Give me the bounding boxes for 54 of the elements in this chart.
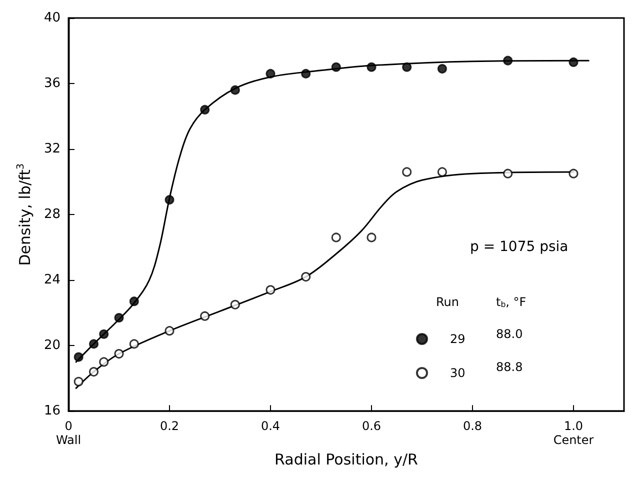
y-tick-label: 32 <box>44 142 60 157</box>
point <box>89 339 98 349</box>
point <box>89 367 98 377</box>
point <box>114 312 124 322</box>
point <box>200 311 210 321</box>
annotation: 88.8 <box>496 360 523 374</box>
x-tick-label: 0 Wall <box>56 419 82 448</box>
point <box>503 56 513 66</box>
annotation: Run <box>436 295 460 309</box>
y-tick-label: 24 <box>44 272 60 288</box>
point <box>164 195 174 205</box>
x-axis-title: Radial Position, y/R <box>274 450 418 468</box>
point <box>230 300 240 310</box>
point <box>74 352 84 362</box>
point <box>74 376 84 386</box>
y-tick-label: 16 <box>44 404 60 419</box>
y-axis-title: Density, lb/ft3 <box>16 163 34 266</box>
point <box>301 68 311 78</box>
y-tick-label: 36 <box>44 76 60 92</box>
y-tick-label: 20 <box>44 338 60 354</box>
point <box>200 104 210 114</box>
point <box>99 329 109 339</box>
legend-label: 30 <box>450 366 466 380</box>
point <box>568 168 578 178</box>
point <box>402 167 412 177</box>
point <box>129 296 139 306</box>
point <box>568 57 578 67</box>
point <box>331 62 341 72</box>
annotation: p = 1075 psia <box>470 239 568 255</box>
y-tick-label: 28 <box>44 207 60 222</box>
y-tick-label: 40 <box>44 10 60 26</box>
line-series <box>75 60 590 363</box>
point <box>266 68 276 78</box>
point <box>266 285 276 295</box>
x-tick-label: 0.6 <box>362 419 382 434</box>
point <box>164 326 174 336</box>
point <box>99 357 109 367</box>
point <box>437 64 447 74</box>
legend-label: 29 <box>450 332 466 346</box>
point <box>331 232 341 242</box>
annotation: 88.0 <box>496 327 523 341</box>
point <box>230 85 240 95</box>
point <box>129 339 139 349</box>
x-tick-label: 1.0 Center <box>553 419 594 448</box>
x-tick-label: 0.2 <box>160 419 180 434</box>
point <box>437 167 447 177</box>
x-tick-label: 0.8 <box>462 419 482 434</box>
point <box>503 168 513 178</box>
point <box>402 62 412 72</box>
point <box>366 62 376 72</box>
point <box>301 272 311 282</box>
point <box>114 349 124 359</box>
point <box>366 232 376 242</box>
x-tick-label: 0.4 <box>260 419 280 434</box>
